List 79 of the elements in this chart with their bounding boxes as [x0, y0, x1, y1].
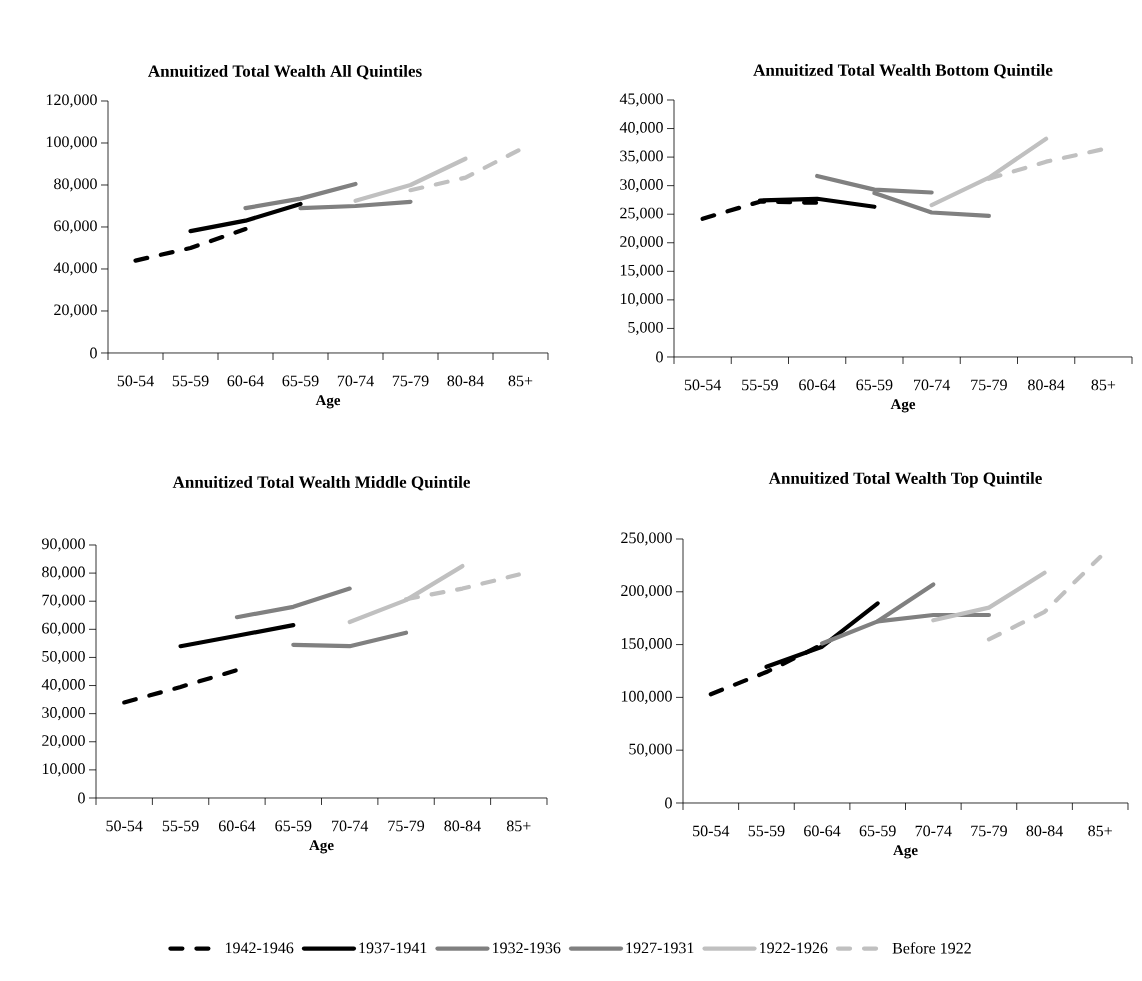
x-tick-label: 55-59 [742, 379, 778, 391]
y-tick-label: 80,000 [42, 566, 85, 580]
x-tick-label: 60-64 [227, 375, 264, 387]
x-tick-label: 65-59 [275, 820, 312, 832]
y-tick-label: 40,000 [619, 122, 663, 136]
x-tick-label: 75-79 [971, 825, 1007, 837]
y-tick-label: 25,000 [620, 207, 663, 221]
y-tick-label: 90,000 [41, 538, 85, 552]
y-tick-label: 120,000 [46, 94, 97, 108]
legend-label: 1932-1936 [492, 942, 561, 954]
x-tick-label: 75-79 [392, 375, 429, 387]
x-tick-label: 70-74 [914, 379, 951, 391]
chart-title: Annuitized Total Wealth Bottom Quintile [753, 63, 1053, 79]
y-tick-label: 150,000 [621, 638, 672, 652]
legend-label: Before 1922 [892, 942, 971, 954]
x-tick-label: 65-59 [282, 375, 319, 387]
x-tick-label: 60-64 [218, 820, 256, 832]
x-tick-label: 50-54 [106, 820, 143, 832]
x-tick-label: 85+ [1091, 379, 1116, 391]
chart-title: Annuitized Total Wealth All Quintiles [148, 64, 422, 80]
y-tick-label: 40,000 [41, 679, 85, 693]
y-tick-label: 100,000 [46, 136, 97, 150]
y-tick-label: 10,000 [620, 293, 663, 307]
x-axis-title: Age [893, 845, 918, 859]
x-tick-label: 85+ [1088, 825, 1112, 837]
y-tick-label: 250,000 [621, 532, 672, 546]
y-tick-label: 50,000 [42, 650, 85, 664]
x-axis-title: Age [315, 395, 341, 409]
y-tick-label: 0 [78, 792, 85, 804]
y-tick-label: 100,000 [621, 690, 672, 704]
y-tick-label: 0 [656, 351, 663, 363]
y-tick-label: 60,000 [42, 622, 85, 636]
x-axis-title: Age [890, 399, 916, 413]
legend-label: 1922-1926 [760, 942, 828, 954]
y-tick-label: 70,000 [42, 594, 85, 608]
chart-title: Annuitized Total Wealth Top Quintile [768, 472, 1042, 488]
y-tick-label: 60,000 [54, 220, 97, 234]
y-tick-label: 50,000 [629, 743, 672, 757]
chart-title: Annuitized Total Wealth Middle Quintile [172, 475, 470, 491]
legend-label: 1942-1946 [225, 942, 294, 954]
y-tick-label: 80,000 [54, 178, 97, 192]
x-tick-label: 80-84 [1028, 379, 1065, 391]
y-tick-label: 15,000 [620, 264, 663, 278]
x-tick-label: 80-84 [444, 820, 481, 832]
x-tick-label: 55-59 [748, 825, 785, 837]
x-tick-label: 55-59 [172, 375, 209, 387]
x-tick-label: 50-54 [117, 375, 154, 387]
y-tick-label: 0 [665, 797, 672, 809]
y-tick-label: 200,000 [621, 585, 672, 599]
x-tick-label: 55-59 [162, 820, 199, 832]
x-tick-label: 70-74 [915, 825, 952, 837]
x-tick-label: 75-79 [388, 820, 425, 832]
y-tick-label: 20,000 [620, 236, 663, 250]
x-tick-label: 80-84 [1026, 825, 1063, 837]
y-tick-label: 20,000 [54, 304, 97, 318]
y-tick-label: 35,000 [620, 150, 663, 164]
y-tick-label: 30,000 [42, 707, 85, 721]
y-tick-label: 45,000 [619, 93, 663, 107]
x-tick-label: 75-79 [971, 379, 1007, 391]
x-tick-label: 50-54 [684, 379, 722, 391]
legend-label: 1927-1931 [626, 942, 694, 954]
y-tick-label: 0 [90, 347, 97, 359]
x-tick-label: 70-74 [332, 820, 369, 832]
x-tick-label: 65-59 [856, 379, 893, 391]
x-tick-label: 80-84 [447, 375, 484, 387]
x-tick-label: 50-54 [693, 825, 730, 837]
legend-label: 1937-1941 [359, 942, 427, 954]
x-tick-label: 85+ [506, 820, 531, 832]
x-tick-label: 65-59 [859, 825, 896, 837]
x-tick-label: 60-64 [799, 379, 836, 391]
x-axis-title: Age [309, 840, 334, 854]
y-tick-label: 40,000 [53, 262, 97, 276]
x-tick-label: 85+ [508, 375, 533, 387]
y-tick-label: 20,000 [42, 735, 85, 749]
x-tick-label: 60-64 [804, 825, 841, 837]
y-tick-label: 30,000 [620, 179, 663, 193]
y-tick-label: 10,000 [42, 763, 85, 777]
x-tick-label: 70-74 [337, 375, 374, 387]
y-tick-label: 5,000 [628, 321, 663, 335]
